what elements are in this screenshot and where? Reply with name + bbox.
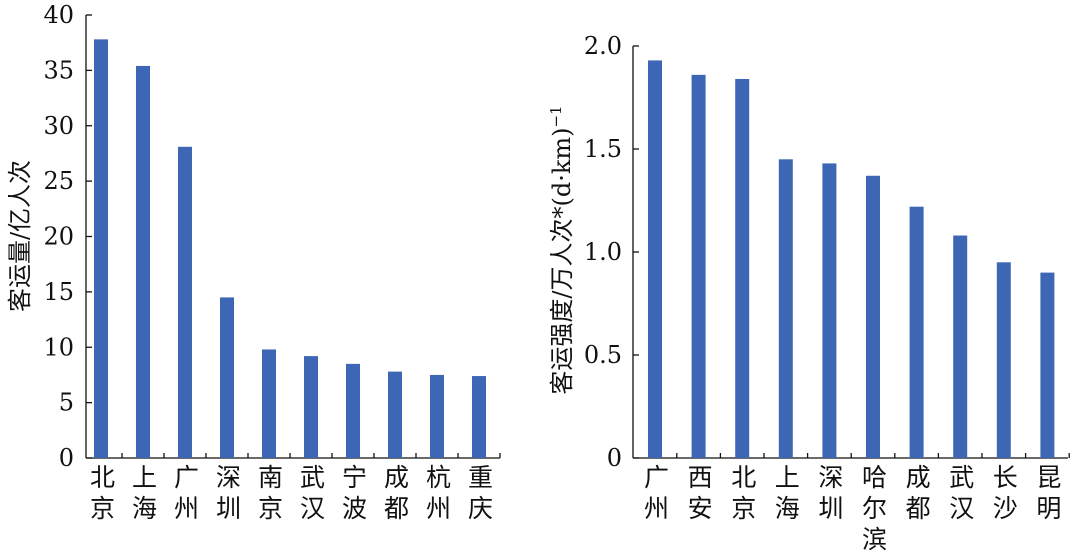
y-tick-label: 1.0 xyxy=(584,238,622,266)
bar xyxy=(996,262,1011,458)
y-tick-label: 30 xyxy=(43,112,74,140)
y-tick-label: 0 xyxy=(607,444,622,472)
y-tick-label: 10 xyxy=(43,333,74,361)
bar xyxy=(136,65,150,458)
bar xyxy=(388,371,402,458)
bar xyxy=(430,374,444,458)
bar xyxy=(691,74,706,458)
y-tick-label: 2.0 xyxy=(584,32,622,60)
y-axis-label-text: 客运量/亿人次 xyxy=(6,160,34,312)
y-axis-label-superscript: −1 xyxy=(547,105,565,127)
y-tick-label: 5 xyxy=(59,389,74,417)
bar xyxy=(262,349,276,458)
x-tick-label: 成都 xyxy=(381,464,410,526)
bar xyxy=(1040,272,1055,458)
x-tick-label: 哈尔滨 xyxy=(859,464,888,557)
x-tick-label: 北京 xyxy=(728,464,757,526)
bar xyxy=(866,175,880,458)
x-tick-label: 广州 xyxy=(171,464,200,526)
y-tick-label: 20 xyxy=(43,223,74,251)
y-tick-label: 0.5 xyxy=(584,341,622,369)
x-tick-label: 武汉 xyxy=(297,464,326,526)
bar xyxy=(304,356,318,458)
x-tick-label: 重庆 xyxy=(465,464,494,526)
bar xyxy=(909,206,924,458)
y-axis-label-text: 客运强度/万人次*(d·km) xyxy=(548,128,576,395)
x-tick-label: 上海 xyxy=(771,464,800,526)
x-tick-label: 深圳 xyxy=(815,464,844,526)
y-tick-label: 25 xyxy=(43,167,74,195)
x-tick-label: 杭州 xyxy=(423,464,452,526)
y-tick-label: 40 xyxy=(43,1,74,29)
y-axis-label: 客运强度/万人次*(d·km)−1 xyxy=(547,105,576,394)
bar xyxy=(778,159,793,459)
x-tick-label: 武汉 xyxy=(946,464,975,526)
x-tick-label: 长沙 xyxy=(989,464,1018,526)
bar xyxy=(94,39,108,459)
x-tick-label: 西安 xyxy=(684,464,713,526)
x-tick-label: 上海 xyxy=(129,464,158,526)
y-tick-label: 35 xyxy=(43,56,74,84)
x-tick-label: 北京 xyxy=(87,464,116,526)
x-tick-label: 南京 xyxy=(255,464,284,526)
x-tick-label: 广州 xyxy=(641,464,670,526)
bar xyxy=(953,235,968,458)
x-tick-label: 成都 xyxy=(902,464,931,526)
bar xyxy=(220,297,234,458)
y-axis-label: 客运量/亿人次 xyxy=(6,160,34,312)
bar xyxy=(822,163,837,459)
x-tick-label: 昆明 xyxy=(1033,464,1062,526)
bar xyxy=(648,60,662,459)
y-tick-label: 0 xyxy=(59,444,74,472)
x-tick-label: 深圳 xyxy=(213,464,242,526)
x-tick-label: 宁波 xyxy=(339,464,368,526)
bar xyxy=(735,78,750,459)
bar xyxy=(178,146,192,459)
bar xyxy=(346,363,360,458)
y-tick-label: 1.5 xyxy=(584,135,622,163)
bar xyxy=(472,376,486,458)
y-tick-label: 15 xyxy=(43,278,74,306)
